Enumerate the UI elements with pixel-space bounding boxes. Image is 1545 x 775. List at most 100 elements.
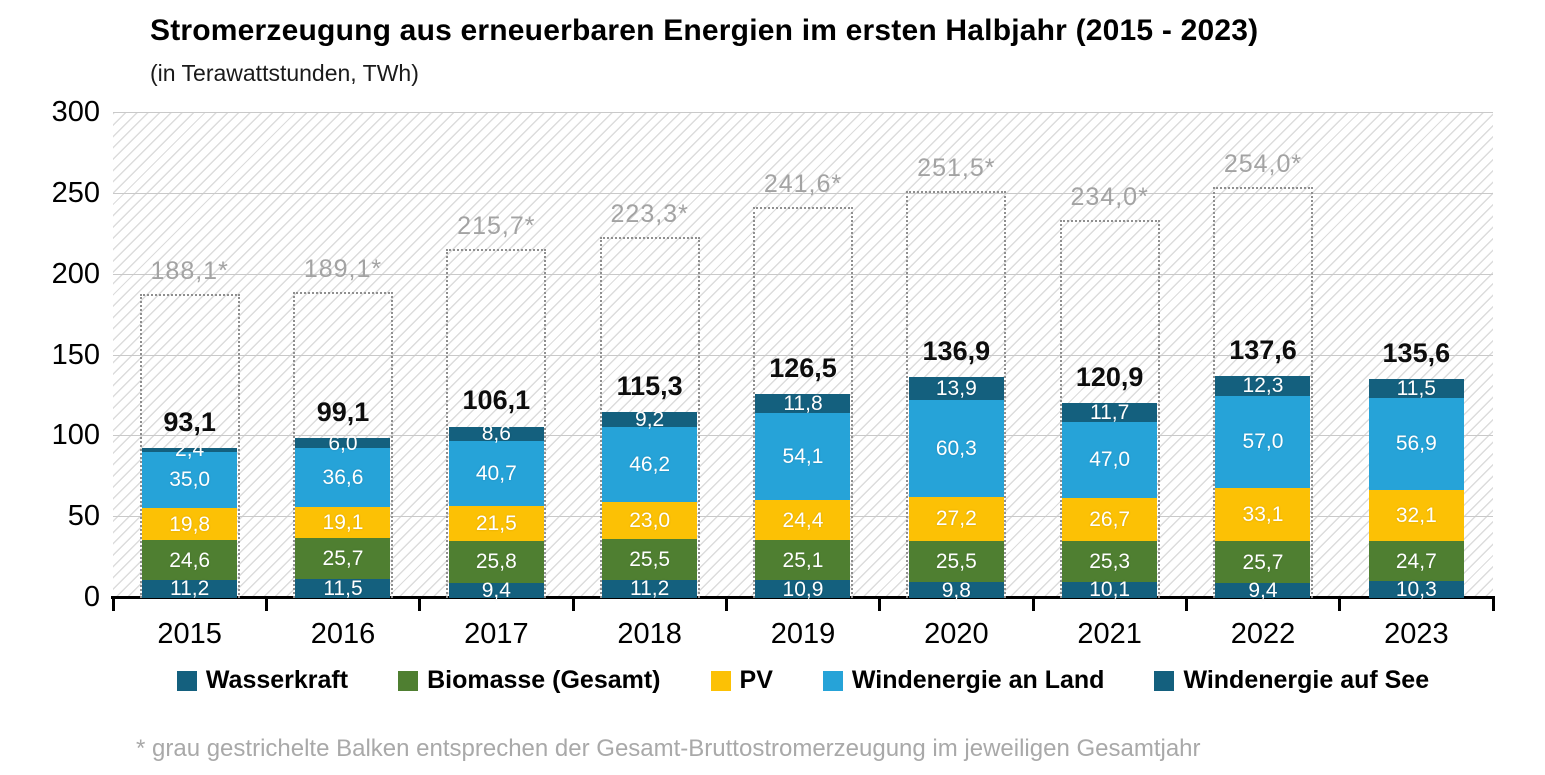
annual-dashed-bar-2015 <box>139 293 240 598</box>
gridline-200 <box>113 273 1493 275</box>
bar-group-2023: 10,3 24,7 32,1 56,9 11,5 135,6 <box>1340 113 1493 600</box>
legend-item-windenergie-auf-see: Windenergie auf See <box>1154 666 1429 695</box>
segment-value-label: 40,7 <box>475 461 517 485</box>
annual-total-label-2016: 189,1* <box>303 255 383 284</box>
segment-value-label: 19,8 <box>169 512 211 536</box>
bar-segment-biomasse-gesamt: 25,5 <box>908 540 1004 583</box>
bar-segment-pv: 26,7 <box>1062 497 1158 541</box>
stacked-bar-2021: 10,1 25,3 26,7 47,0 11,7 <box>1062 400 1158 602</box>
segment-value-label: 35,0 <box>169 468 211 492</box>
annual-dashed-bar-2018 <box>599 237 700 598</box>
segment-value-label: 8,6 <box>481 422 511 446</box>
bar-segment-windenergie-auf-see: 11,7 <box>1062 400 1158 424</box>
x-axis-tick <box>1184 596 1188 611</box>
legend-item-pv: PV <box>710 666 773 695</box>
segment-value-label: 12,3 <box>1242 374 1284 398</box>
segment-value-label: 10,1 <box>1089 578 1131 602</box>
bar-segment-biomasse-gesamt: 24,7 <box>1368 541 1464 582</box>
annual-dashed-bar-2019 <box>752 207 853 598</box>
segment-value-label: 25,8 <box>475 550 517 574</box>
annual-total-label-2021: 234,0* <box>1070 182 1149 211</box>
segment-value-label: 26,7 <box>1089 507 1131 531</box>
stacked-bar-2018: 11,2 25,5 23,0 46,2 9,2 <box>602 409 698 601</box>
segment-value-label: 33,1 <box>1242 503 1284 527</box>
bar-segment-wasserkraft: 9,8 <box>908 580 1004 601</box>
annual-total-label-2020: 251,5* <box>917 154 996 183</box>
stacked-bar-2015: 11,2 24,6 19,8 35,0 2,4 <box>142 439 238 601</box>
chart-subtitle: (in Terawattstunden, TWh) <box>150 60 419 86</box>
bar-group-2019: 241,6* 10,9 25,1 24,4 54,1 11,8 126,5 <box>726 113 879 600</box>
footnote: * grau gestrichelte Balken entsprechen d… <box>136 735 1201 762</box>
annual-total-label-2015: 188,1* <box>150 256 229 285</box>
x-axis-tick <box>878 596 882 611</box>
bar-segment-biomasse-gesamt: 25,1 <box>755 539 851 581</box>
segment-value-label: 11,7 <box>1089 400 1130 424</box>
bar-segment-biomasse-gesamt: 25,5 <box>602 538 698 580</box>
x-axis-label-2017: 2017 <box>464 618 529 650</box>
gridline-300 <box>113 112 1493 113</box>
bar-total-label-2017: 106,1 <box>462 385 531 416</box>
segment-value-label: 25,3 <box>1089 549 1131 573</box>
bar-segment-biomasse-gesamt: 25,8 <box>448 541 544 583</box>
segment-value-label: 19,1 <box>322 510 364 534</box>
bar-segment-windenergie-an-land: 35,0 <box>142 451 238 509</box>
bar-total-label-2021: 120,9 <box>1075 361 1144 392</box>
segment-value-label: 11,2 <box>629 577 670 601</box>
segment-value-label: 23,0 <box>629 508 671 532</box>
segment-value-label: 46,2 <box>629 452 671 476</box>
bar-group-2021: 234,0* 10,1 25,3 26,7 47,0 11,7 120,9 <box>1033 113 1186 602</box>
bar-segment-windenergie-auf-see: 11,8 <box>755 393 851 414</box>
y-axis-label-300: 300 <box>51 96 100 128</box>
annual-dashed-bar-2017 <box>446 249 547 598</box>
segment-value-label: 9,4 <box>481 578 511 602</box>
bar-segment-biomasse-gesamt: 25,7 <box>1215 541 1311 583</box>
x-axis-tick <box>111 596 115 611</box>
segment-value-label: 9,4 <box>1248 578 1278 602</box>
legend-swatch-windenergie-auf-see <box>1154 670 1175 691</box>
y-axis-label-200: 200 <box>51 257 100 290</box>
bar-segment-pv: 33,1 <box>1215 487 1311 542</box>
x-axis-tick <box>1491 596 1495 611</box>
bar-total-label-2022: 137,6 <box>1229 334 1297 365</box>
x-axis-label-2018: 2018 <box>617 618 682 650</box>
segment-value-label: 27,2 <box>935 507 977 531</box>
y-axis-label-50: 50 <box>67 500 100 533</box>
stacked-bar-2019: 10,9 25,1 24,4 54,1 11,8 <box>755 393 851 600</box>
segment-value-label: 2,4 <box>175 438 205 462</box>
annual-total-label-2022: 254,0* <box>1223 150 1303 179</box>
x-axis-tick <box>1031 596 1035 611</box>
bar-segment-windenergie-an-land: 60,3 <box>908 399 1004 497</box>
bar-segment-windenergie-an-land: 36,6 <box>295 447 391 507</box>
segment-value-label: 13,9 <box>935 376 977 400</box>
bar-group-2016: 189,1* 11,5 25,7 19,1 36,6 6,0 99,1 <box>266 113 419 599</box>
bar-total-label-2016: 99,1 <box>316 396 370 427</box>
bar-total-label-2018: 115,3 <box>616 370 683 401</box>
bar-segment-wasserkraft: 10,3 <box>1368 579 1464 600</box>
bar-segment-windenergie-an-land: 46,2 <box>602 426 698 502</box>
x-axis-tick <box>264 596 268 611</box>
bar-segment-pv: 24,4 <box>755 500 851 540</box>
bar-segment-pv: 27,2 <box>908 496 1004 541</box>
bar-segment-wasserkraft: 11,5 <box>295 578 391 599</box>
legend-swatch-pv <box>710 670 731 691</box>
bar-segment-windenergie-auf-see: 6,0 <box>295 433 391 454</box>
bar-segment-windenergie-an-land: 57,0 <box>1215 395 1311 488</box>
x-axis-tick <box>418 596 422 611</box>
segment-value-label: 11,2 <box>169 577 210 601</box>
bar-segment-biomasse-gesamt: 24,6 <box>142 540 238 580</box>
segment-value-label: 24,6 <box>169 548 211 572</box>
segment-value-label: 54,1 <box>782 445 824 469</box>
annual-total-label-2019: 241,6* <box>763 170 843 199</box>
segment-value-label: 25,5 <box>935 550 977 574</box>
legend-label-wasserkraft: Wasserkraft <box>205 666 349 694</box>
annual-total-label-2017: 215,7* <box>457 212 536 241</box>
bar-segment-windenergie-auf-see: 9,2 <box>602 409 698 430</box>
bar-segment-wasserkraft: 10,9 <box>755 579 851 600</box>
bar-segment-biomasse-gesamt: 25,3 <box>1062 540 1158 582</box>
bar-segment-wasserkraft: 9,4 <box>448 578 544 602</box>
segment-value-label: 56,9 <box>1395 432 1437 456</box>
legend-label-pv: PV <box>739 666 773 694</box>
x-axis-tick <box>1338 596 1342 611</box>
segment-value-label: 24,4 <box>782 508 824 532</box>
segment-value-label: 32,1 <box>1395 503 1437 527</box>
